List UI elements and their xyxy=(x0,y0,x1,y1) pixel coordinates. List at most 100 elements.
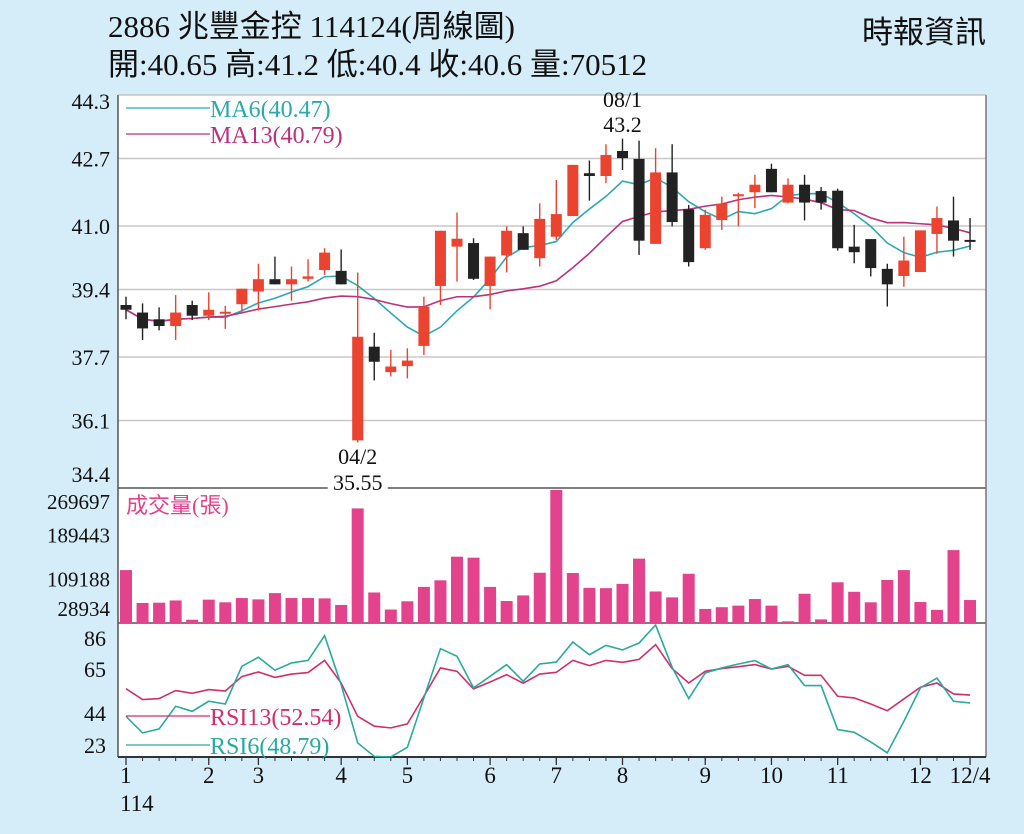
volume-bar xyxy=(947,550,960,623)
volume-bar xyxy=(897,570,910,623)
x-axis-label: 11 xyxy=(827,763,849,788)
candle-down xyxy=(186,304,198,316)
volume-bar xyxy=(748,599,761,623)
x-axis-label: 4 xyxy=(335,763,347,788)
candle-down xyxy=(683,209,695,263)
volume-bar xyxy=(782,621,794,623)
price-axis-label: 36.1 xyxy=(72,409,111,434)
chart-title: 2886 兆豐金控 114124(周線圖) xyxy=(108,9,515,44)
volume-bar xyxy=(268,593,281,623)
volume-bar xyxy=(848,591,861,623)
x-axis-label: 12 xyxy=(909,763,932,788)
candle-up xyxy=(650,172,662,244)
volume-bar xyxy=(633,558,646,623)
volume-bar xyxy=(517,595,530,623)
ma6-legend-label: MA6(40.47) xyxy=(210,97,331,123)
volume-bar xyxy=(318,598,331,623)
ma13-legend-label: MA13(40.79) xyxy=(210,123,343,149)
volume-bar xyxy=(202,599,215,623)
volume-bar xyxy=(219,602,232,623)
candle-up xyxy=(782,184,794,203)
volume-bar xyxy=(120,570,132,623)
x-axis-label: 1 xyxy=(120,763,132,788)
candle-down xyxy=(269,279,281,285)
candle-down xyxy=(633,158,645,241)
candle-down xyxy=(765,168,777,193)
volume-bar xyxy=(616,583,629,623)
rsi13-legend-label: RSI13(52.54) xyxy=(210,705,341,731)
candle-up xyxy=(418,306,430,346)
candle-up xyxy=(236,288,248,305)
price-axis-label: 39.4 xyxy=(72,278,111,303)
volume-bar xyxy=(798,593,811,623)
candle-up xyxy=(203,309,215,316)
candle-down xyxy=(517,233,529,250)
candle-down xyxy=(368,346,380,362)
volume-bar xyxy=(930,609,943,623)
candle-up xyxy=(749,184,761,193)
price-axis-label: 37.7 xyxy=(72,345,111,370)
rsi6-legend-label: RSI6(48.79) xyxy=(210,734,329,760)
candle-up xyxy=(302,276,314,279)
volume-bar xyxy=(831,582,844,623)
ma6-line xyxy=(125,176,971,338)
candle-up xyxy=(170,312,182,327)
volume-axis-label: 28934 xyxy=(58,597,111,621)
x-axis-label: 9 xyxy=(700,763,712,788)
volume-bar xyxy=(136,602,149,623)
volume-axis-label: 109188 xyxy=(47,568,110,592)
plot-area xyxy=(118,95,986,757)
candle-up xyxy=(914,230,926,273)
candle-up xyxy=(534,218,546,259)
x-axis-label: 12/4 xyxy=(950,763,991,788)
candle-down xyxy=(617,150,628,159)
volume-axis-label: 269697 xyxy=(47,490,110,514)
volume-bar xyxy=(434,580,447,623)
source-label: 時報資訊 xyxy=(862,15,986,50)
volume-bar xyxy=(914,602,927,623)
candle-down xyxy=(335,270,347,285)
candle-up xyxy=(319,252,331,271)
candle-up xyxy=(385,366,397,373)
volume-bar xyxy=(186,619,199,623)
candle-down xyxy=(865,239,877,269)
annotation-date: 04/2 xyxy=(338,444,377,469)
candle-down xyxy=(799,184,811,203)
candle-down xyxy=(815,191,827,203)
x-axis-label: 5 xyxy=(402,763,414,788)
candle-down xyxy=(964,239,976,242)
x-axis-label: 8 xyxy=(617,763,629,788)
rsi13-line xyxy=(125,643,971,729)
rsi-axis-label: 86 xyxy=(84,626,106,651)
x-axis-label: 10 xyxy=(760,763,783,788)
annotation-value: 43.2 xyxy=(603,112,642,137)
candle-down xyxy=(153,319,165,327)
x-axis-label: 2 xyxy=(203,763,215,788)
volume-bar xyxy=(732,605,745,623)
rsi-axis-label: 44 xyxy=(84,701,106,726)
volume-bar xyxy=(500,601,513,623)
volume-bar xyxy=(285,598,298,623)
volume-bar xyxy=(401,601,414,623)
candle-down xyxy=(120,304,132,310)
volume-bar xyxy=(153,602,166,623)
volume-bar xyxy=(252,599,265,623)
candle-up xyxy=(451,238,463,247)
x-axis-year-label: 114 xyxy=(120,791,154,816)
volume-bar xyxy=(417,586,430,623)
x-axis-label: 7 xyxy=(551,763,563,788)
candle-down xyxy=(137,312,149,329)
candle-up xyxy=(716,203,728,221)
candle-up xyxy=(401,360,413,367)
volume-title: 成交量(張) xyxy=(126,493,229,518)
candle-up xyxy=(550,214,562,237)
candle-up xyxy=(352,336,364,441)
annotation-bg xyxy=(327,472,388,492)
volume-bar xyxy=(964,600,977,623)
candle-up xyxy=(252,279,264,292)
volume-bar xyxy=(169,600,182,623)
price-axis-label: 44.3 xyxy=(72,89,111,114)
volume-bar xyxy=(881,579,894,623)
candle-up xyxy=(484,256,496,286)
